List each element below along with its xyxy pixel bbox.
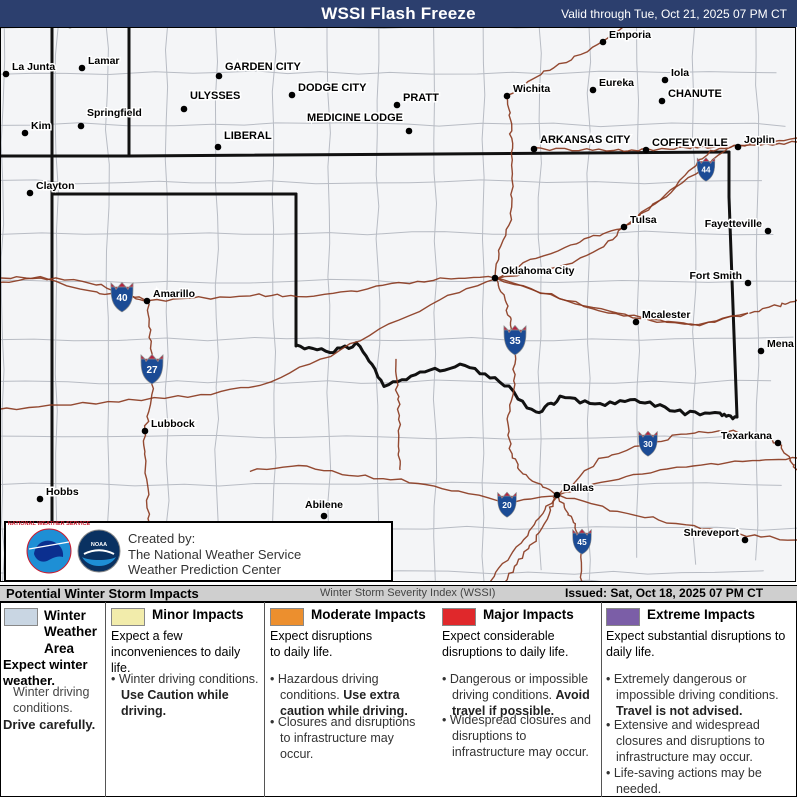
svg-text:La Junta: La Junta <box>12 61 55 73</box>
svg-text:Tulsa: Tulsa <box>630 214 657 226</box>
svg-text:GARDEN CITY: GARDEN CITY <box>225 61 301 73</box>
svg-text:Joplin: Joplin <box>744 134 775 146</box>
svg-text:44: 44 <box>702 166 711 175</box>
svg-text:LIBERAL: LIBERAL <box>224 130 272 142</box>
svg-text:PRATT: PRATT <box>403 92 439 104</box>
svg-text:ULYSSES: ULYSSES <box>190 90 240 102</box>
svg-text:Mena: Mena <box>767 338 794 350</box>
svg-text:Lamar: Lamar <box>88 55 120 67</box>
svg-text:Clayton: Clayton <box>36 180 75 192</box>
svg-text:Mcalester: Mcalester <box>642 309 690 321</box>
svg-text:Hobbs: Hobbs <box>46 486 79 498</box>
svg-text:Wichita: Wichita <box>513 83 550 95</box>
svg-text:35: 35 <box>509 336 521 347</box>
svg-text:Iola: Iola <box>671 67 689 79</box>
svg-text:45: 45 <box>577 537 587 547</box>
svg-text:CHANUTE: CHANUTE <box>668 88 722 100</box>
svg-text:Shreveport: Shreveport <box>684 527 740 539</box>
svg-text:20: 20 <box>502 500 512 510</box>
svg-text:Texarkana: Texarkana <box>721 430 772 442</box>
svg-text:Oklahoma City: Oklahoma City <box>501 265 575 277</box>
svg-text:ARKANSAS CITY: ARKANSAS CITY <box>540 134 631 146</box>
svg-text:Eureka: Eureka <box>599 77 634 89</box>
svg-text:Fayetteville: Fayetteville <box>705 218 762 230</box>
svg-text:DODGE CITY: DODGE CITY <box>298 82 367 94</box>
svg-text:Fort Smith: Fort Smith <box>690 270 743 282</box>
svg-text:Springfield: Springfield <box>87 107 142 119</box>
svg-text:COFFEYVILLE: COFFEYVILLE <box>652 137 728 149</box>
svg-text:40: 40 <box>116 293 128 304</box>
svg-text:Emporia: Emporia <box>609 29 651 41</box>
svg-text:Dallas: Dallas <box>563 482 594 494</box>
svg-text:Kim: Kim <box>31 120 51 132</box>
svg-text:30: 30 <box>643 439 653 449</box>
svg-text:Amarillo: Amarillo <box>153 288 195 300</box>
svg-text:27: 27 <box>146 365 158 376</box>
svg-text:NATIONAL WEATHER SERVICE: NATIONAL WEATHER SERVICE <box>8 521 91 527</box>
svg-text:Abilene: Abilene <box>305 499 343 511</box>
svg-text:MEDICINE LODGE: MEDICINE LODGE <box>307 112 403 124</box>
svg-text:NOAA: NOAA <box>91 542 107 548</box>
svg-text:Lubbock: Lubbock <box>151 418 195 430</box>
